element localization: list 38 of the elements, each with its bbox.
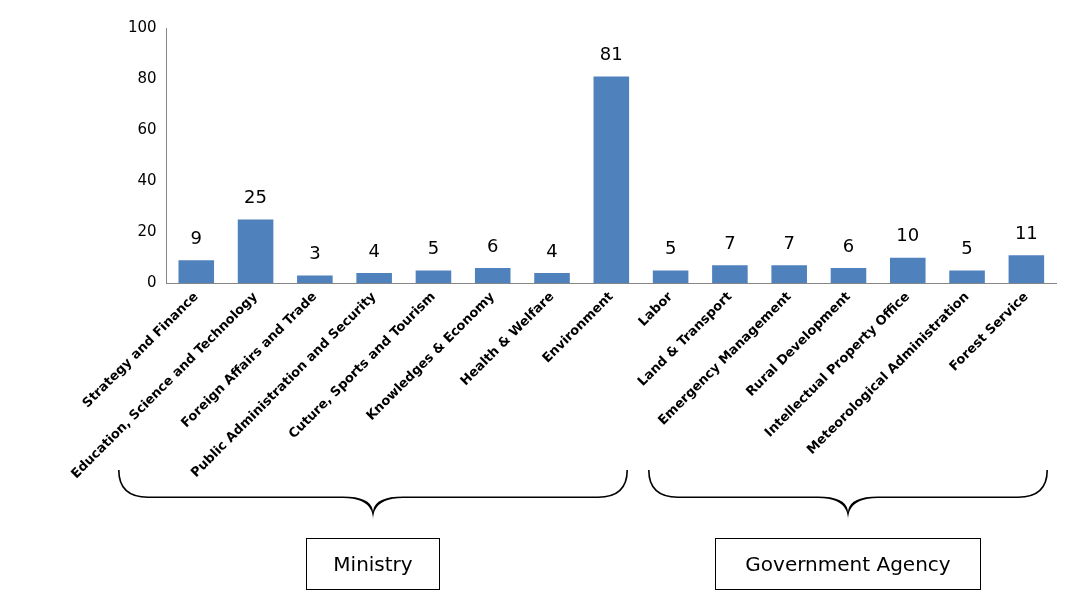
bar [178, 260, 215, 284]
data-label: 5 [961, 237, 973, 259]
bar [712, 265, 748, 284]
data-label: 9 [190, 226, 202, 248]
bar [889, 257, 926, 284]
bar [356, 273, 392, 284]
bar [593, 76, 630, 284]
y-tick-label: 20 [137, 222, 157, 241]
data-label: 10 [896, 224, 920, 246]
bar [771, 265, 807, 284]
y-tick-label: 80 [137, 68, 157, 87]
bar [415, 270, 452, 284]
bar [830, 267, 867, 284]
y-tick-label: 60 [137, 119, 157, 138]
text: Ministry [333, 552, 413, 576]
data-label: 25 [244, 186, 268, 208]
data-label: 7 [783, 232, 795, 254]
bar [297, 275, 333, 284]
bar [949, 270, 985, 284]
data-label: 81 [599, 43, 623, 65]
data-label: 4 [546, 239, 558, 261]
data-label: 3 [309, 242, 321, 264]
bar [237, 219, 274, 284]
bar [1008, 255, 1045, 284]
data-label: 7 [724, 232, 736, 254]
data-label: 6 [487, 234, 499, 256]
bar [534, 273, 570, 284]
bar [474, 267, 511, 284]
data-label: 5 [664, 237, 677, 259]
y-tick-label: 40 [137, 171, 157, 190]
text: Government Agency [745, 552, 951, 576]
data-label: 6 [842, 234, 855, 256]
data-label: 5 [427, 237, 440, 259]
bar [652, 270, 689, 284]
data-label: 11 [1014, 221, 1038, 243]
data-label: 4 [368, 239, 380, 261]
y-tick-label: 0 [147, 273, 157, 292]
y-tick-label: 100 [127, 17, 157, 36]
